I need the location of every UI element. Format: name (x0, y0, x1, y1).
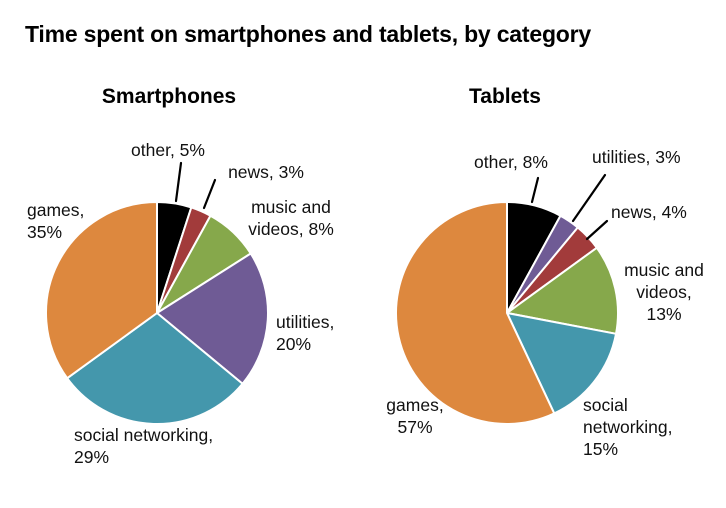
chart-title: Time spent on smartphones and tablets, b… (25, 21, 591, 47)
pie-slice-tablets-social-networking (506, 312, 618, 415)
smartphones-pie-title: Smartphones (101, 85, 237, 108)
leader-line-tablets-news (585, 219, 609, 241)
label-tablets-music-and-videos: music and videos, 13% (624, 260, 704, 324)
pie-slice-smartphones-utilities (156, 252, 269, 385)
leader-lines (174, 161, 609, 241)
label-smartphones-games: games, 35% (27, 200, 85, 242)
label-smartphones-music-and-videos: music and videos, 8% (248, 197, 334, 239)
pie-slice-smartphones-games (45, 201, 158, 380)
leader-line-tablets-other (530, 176, 540, 204)
label-tablets-news: news, 4% (611, 202, 687, 222)
leader-line-smartphones-news (202, 178, 217, 210)
label-smartphones-other: other, 5% (131, 140, 205, 160)
label-smartphones-news: news, 3% (228, 162, 304, 182)
label-smartphones-utilities: utilities, 20% (276, 312, 335, 354)
pie-slice-tablets-music-and-videos (506, 246, 619, 335)
smartphones-pie (45, 201, 269, 425)
leader-line-smartphones-other (174, 161, 183, 203)
label-tablets-social-networking: social networking, 15% (583, 395, 673, 459)
label-smartphones-social-networking: social networking, 29% (74, 425, 214, 467)
tablets-pie-title: Tablets (469, 85, 541, 108)
label-tablets-other: other, 8% (474, 152, 548, 172)
leader-line-tablets-utilities (571, 173, 607, 223)
pie-slice-smartphones-social-networking (66, 312, 244, 425)
label-tablets-utilities: utilities, 3% (592, 147, 681, 167)
label-tablets-games: games, 57% (386, 395, 444, 437)
tablets-pie (395, 201, 619, 425)
pie-slice-tablets-games (395, 201, 556, 425)
